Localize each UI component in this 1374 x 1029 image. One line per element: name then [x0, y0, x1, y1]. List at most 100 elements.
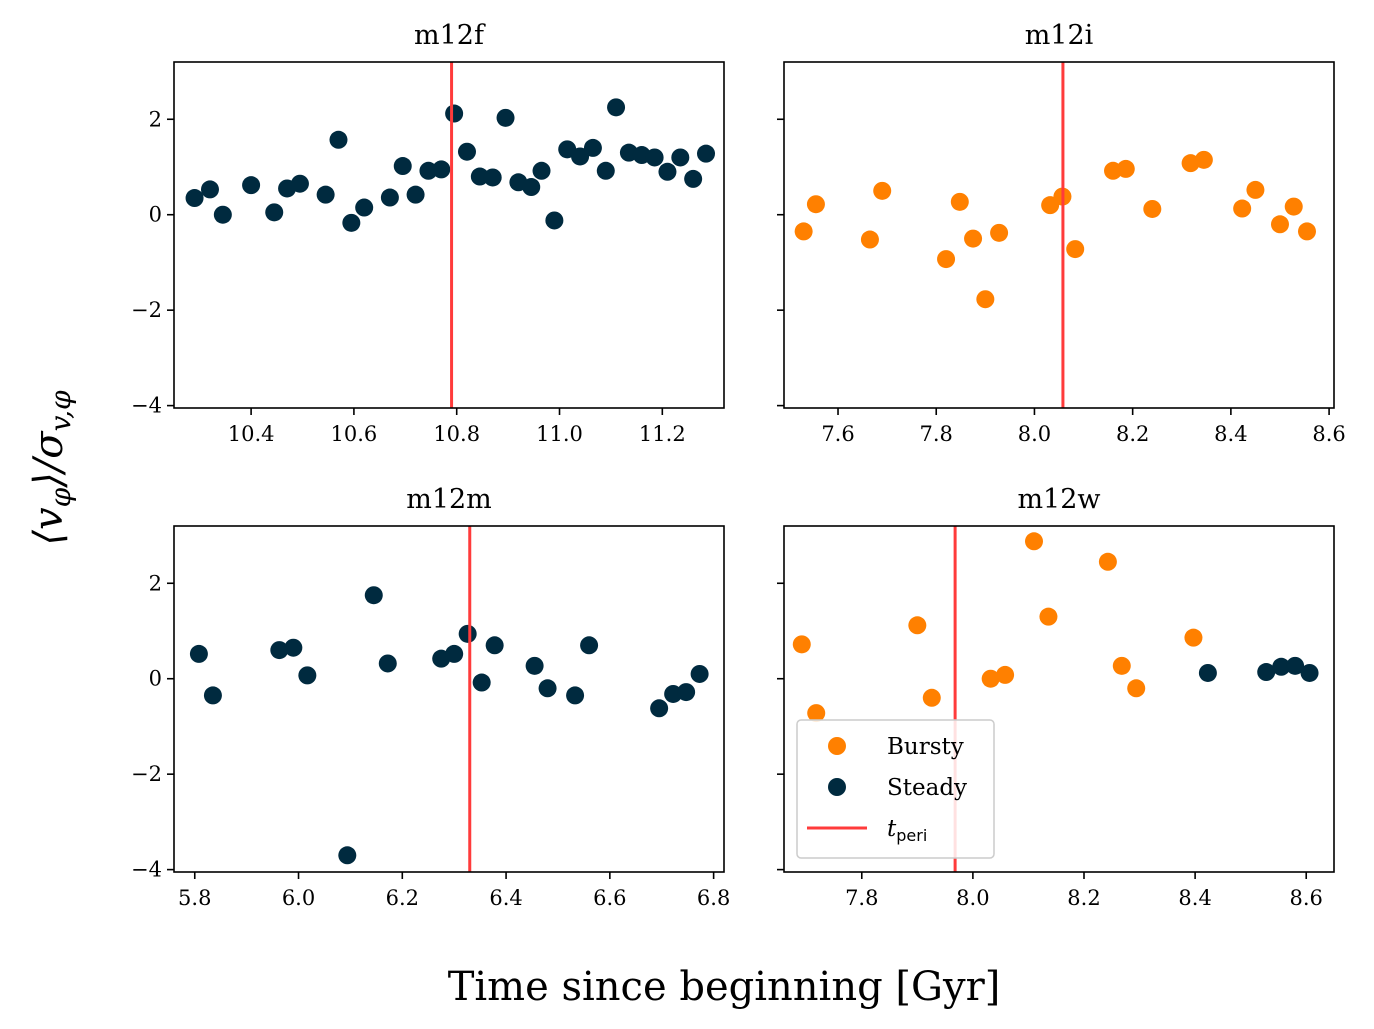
data-point [470, 167, 489, 186]
data-point [1297, 222, 1316, 241]
data-point [583, 138, 602, 157]
data-point [981, 669, 1000, 688]
data-point [937, 250, 956, 269]
data-point [522, 178, 541, 197]
data-point [1194, 150, 1213, 169]
ylabel-part-2: φ [44, 487, 77, 507]
figure-ylabel: ⟨vφ⟩/σv,φ [26, 390, 77, 546]
ylabel-part-4: v,φ [44, 390, 77, 431]
data-point [1257, 663, 1276, 682]
legend-steady-label: Steady [887, 775, 967, 801]
data-point [650, 699, 669, 718]
x-tick-label: 8.2 [1067, 886, 1100, 910]
data-point [580, 636, 599, 655]
data-point [316, 185, 335, 204]
data-point [1198, 663, 1217, 682]
y-tick-label: 2 [149, 571, 162, 595]
data-point [406, 185, 425, 204]
data-point [1116, 159, 1135, 178]
data-point [1098, 552, 1117, 571]
panel-m12m: m12m 5.8 6.0 6.2 6.4 6.6 6.8 2 0 −2 −4 [131, 484, 730, 910]
data-point [1066, 240, 1085, 259]
data-point [380, 188, 399, 207]
data-point [1233, 199, 1252, 218]
x-tick-label: 5.8 [178, 886, 211, 910]
data-point [290, 174, 309, 193]
axes-frame [783, 61, 1335, 409]
data-point [1143, 199, 1162, 218]
x-tick-label: 6.2 [386, 886, 419, 910]
data-point [545, 211, 564, 230]
x-tick-label: 8.6 [1290, 886, 1323, 910]
x-tick-label: 6.4 [489, 886, 522, 910]
x-tick-label: 11.0 [536, 422, 583, 446]
data-point [432, 160, 451, 179]
data-point [213, 205, 232, 224]
panel-title: m12f [414, 20, 486, 51]
data-point [338, 846, 357, 865]
data-point [270, 641, 289, 660]
data-point [908, 616, 927, 635]
data-point [1284, 197, 1303, 216]
series-bursty [792, 532, 1203, 723]
y-tick-label: 2 [149, 107, 162, 131]
data-point [806, 195, 825, 214]
data-point [990, 223, 1009, 242]
y-tick-label: −4 [131, 394, 162, 418]
data-point [1286, 656, 1305, 675]
data-point [1112, 656, 1131, 675]
data-point [571, 147, 590, 166]
x-tick-label: 11.2 [639, 422, 686, 446]
y-tick-label: 0 [149, 203, 162, 227]
data-point [329, 130, 348, 149]
axes-frame [173, 61, 725, 409]
data-point [964, 229, 983, 248]
data-point [607, 98, 626, 117]
panel-title: m12m [406, 484, 492, 515]
x-tick-label: 8.4 [1214, 422, 1247, 446]
y-tick-label: −2 [131, 762, 162, 786]
data-point [1039, 607, 1058, 626]
y-tick-label: 0 [149, 667, 162, 691]
panels-group: m12f 10.4 10.6 10.8 11.0 11.2 2 0 −2 −4 m12i 7.6 7.8… [131, 20, 1346, 910]
data-point [794, 222, 813, 241]
data-point [525, 656, 544, 675]
legend-bursty-marker [828, 737, 846, 755]
data-point [378, 654, 397, 673]
data-point [1184, 628, 1203, 647]
x-tick-label: 10.8 [433, 422, 480, 446]
data-point [860, 230, 879, 249]
data-point [873, 181, 892, 200]
panel-m12i: m12i 7.6 7.8 8.0 8.2 8.4 8.6 [777, 20, 1346, 446]
data-point [298, 666, 317, 685]
data-point [792, 635, 811, 654]
data-point [532, 161, 551, 180]
panel-m12w: m12w 7.8 8.0 8.2 8.4 8.6 [777, 484, 1335, 910]
x-tick-label: 8.0 [956, 886, 989, 910]
x-tick-label: 10.6 [331, 422, 378, 446]
data-point [485, 636, 504, 655]
legend-tperi-main: t [887, 816, 897, 842]
data-point [457, 142, 476, 161]
x-tick-label: 8.4 [1178, 886, 1211, 910]
data-point [690, 664, 709, 683]
data-point [596, 161, 615, 180]
series-steady [185, 98, 716, 232]
x-tick-label: 7.8 [920, 422, 953, 446]
y-tick-label: −2 [131, 298, 162, 322]
data-point [538, 679, 557, 698]
data-point [1246, 180, 1265, 199]
ylabel-part-1: ⟨v [26, 507, 72, 546]
data-point [185, 189, 204, 208]
data-point [1272, 657, 1291, 676]
legend-frame [796, 719, 995, 859]
legend-steady-marker [828, 778, 846, 796]
data-point [203, 686, 222, 705]
x-tick-label: 6.0 [282, 886, 315, 910]
x-tick-label: 10.4 [228, 422, 275, 446]
data-point [645, 148, 664, 167]
panel-title: m12w [1017, 484, 1100, 515]
data-point [1300, 663, 1319, 682]
series-steady [189, 586, 709, 865]
